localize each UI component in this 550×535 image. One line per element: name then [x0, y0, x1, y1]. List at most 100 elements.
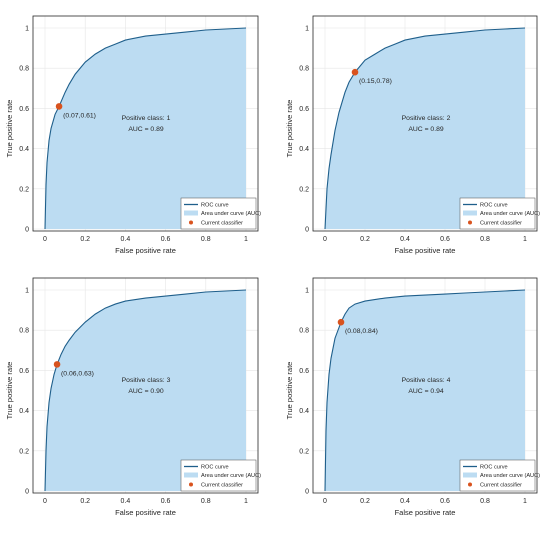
- axes-box: [312, 15, 538, 232]
- x-tick-label: 0.8: [480, 236, 490, 243]
- y-tick-label: 1: [25, 26, 29, 33]
- x-tick-label: 0.6: [161, 498, 171, 505]
- legend-roc-label: ROC curve: [201, 465, 229, 471]
- auc-annotation: AUC = 0.90: [128, 388, 164, 395]
- x-tick-label: 0.6: [440, 498, 450, 505]
- x-tick-label: 0.8: [201, 236, 211, 243]
- class-annotation: Positive class: 1: [122, 115, 171, 122]
- auc-area: [325, 290, 525, 491]
- y-tick-label: 0.2: [299, 448, 309, 455]
- y-tick-label: 1: [305, 26, 309, 33]
- y-tick-label: 0.4: [299, 146, 309, 153]
- x-axis-label: False positive rate: [115, 508, 176, 517]
- x-tick-label: 0.6: [161, 236, 171, 243]
- x-tick-label: 0: [323, 498, 327, 505]
- y-axis-label: True positive rate: [285, 362, 294, 420]
- x-tick-label: 0.2: [360, 236, 370, 243]
- y-tick-label: 0: [25, 227, 29, 234]
- x-tick-label: 0.4: [400, 498, 410, 505]
- legend-area-swatch: [463, 472, 477, 478]
- roc-panel-4: 0 0.2 0.4 0.6 0.8 1 0 0.2 0.4 0.6 0.8 1 False positi…: [285, 277, 540, 517]
- auc-area: [45, 290, 246, 491]
- legend-area-swatch: [184, 210, 198, 216]
- axes-box: [32, 15, 259, 232]
- y-axis-label: True positive rate: [5, 362, 14, 420]
- legend-point-swatch: [468, 482, 472, 487]
- roc-panel-3: 0 0.2 0.4 0.6 0.8 1 0 0.2 0.4 0.6 0.8 1 False positi…: [5, 277, 261, 517]
- x-tick-label: 1: [244, 236, 248, 243]
- x-tick-label: 0.4: [400, 236, 410, 243]
- auc-annotation: AUC = 0.89: [408, 126, 444, 133]
- y-tick-label: 0: [305, 489, 309, 496]
- x-tick-label: 0.4: [121, 236, 131, 243]
- x-tick-label: 0.2: [80, 498, 90, 505]
- legend-roc-label: ROC curve: [480, 203, 508, 209]
- y-tick-label: 0.6: [299, 368, 309, 375]
- y-tick-label: 0.2: [19, 448, 29, 455]
- legend: ROC curve Area under curve (AUC) Current c…: [459, 459, 540, 492]
- x-tick-label: 0.8: [201, 498, 211, 505]
- auc-area: [325, 28, 525, 229]
- point-label: (0.07,0.61): [63, 112, 96, 119]
- roc-curve-line: [44, 27, 247, 230]
- legend-point-swatch: [468, 220, 472, 225]
- y-axis-label: True positive rate: [5, 100, 14, 158]
- legend-area-swatch: [463, 210, 477, 216]
- auc-annotation: AUC = 0.94: [408, 388, 444, 395]
- legend-point-label: Current classifier: [480, 221, 522, 227]
- legend-point-label: Current classifier: [201, 221, 243, 227]
- legend-area-label: Area under curve (AUC): [201, 473, 261, 479]
- current-classifier-point: [53, 361, 61, 368]
- x-tick-label: 0: [43, 236, 47, 243]
- legend-point-label: Current classifier: [201, 483, 243, 489]
- x-axis-label: False positive rate: [395, 508, 456, 517]
- y-tick-label: 1: [25, 288, 29, 295]
- roc-panel-1: 0 0.2 0.4 0.6 0.8 1 0 0.2 0.4 0.6 0.8 1 False positi…: [5, 15, 261, 255]
- y-tick-label: 1: [305, 288, 309, 295]
- y-axis-label: True positive rate: [285, 100, 294, 158]
- class-annotation: Positive class: 4: [402, 377, 451, 384]
- roc-curve-line: [44, 289, 247, 492]
- auc-area: [45, 28, 246, 229]
- y-tick-label: 0.6: [19, 106, 29, 113]
- y-tick-label: 0.6: [299, 106, 309, 113]
- legend-area-label: Area under curve (AUC): [480, 473, 540, 479]
- current-classifier-point: [337, 318, 345, 326]
- legend-point-swatch: [189, 220, 193, 225]
- legend-area-swatch: [184, 472, 198, 478]
- current-classifier-point: [55, 103, 63, 110]
- x-tick-label: 0.8: [480, 498, 490, 505]
- legend-roc-label: ROC curve: [480, 465, 508, 471]
- y-tick-label: 0.6: [19, 368, 29, 375]
- class-annotation: Positive class: 3: [122, 377, 171, 384]
- y-tick-label: 0: [305, 227, 309, 234]
- y-tick-label: 0.2: [19, 186, 29, 193]
- x-tick-label: 0.6: [440, 236, 450, 243]
- class-annotation: Positive class: 2: [402, 115, 451, 122]
- y-tick-label: 0.4: [299, 408, 309, 415]
- point-label: (0.06,0.63): [61, 370, 94, 377]
- current-classifier-point: [351, 68, 359, 76]
- point-label: (0.08,0.84): [345, 328, 378, 335]
- y-tick-label: 0.8: [19, 66, 29, 73]
- y-tick-label: 0.4: [19, 146, 29, 153]
- roc-curve-line: [324, 289, 526, 492]
- x-axis-label: False positive rate: [395, 246, 456, 255]
- x-tick-label: 1: [523, 498, 527, 505]
- point-label: (0.15,0.78): [359, 78, 392, 85]
- x-tick-label: 0.4: [121, 498, 131, 505]
- y-tick-label: 0.4: [19, 408, 29, 415]
- y-tick-label: 0.8: [19, 328, 29, 335]
- legend-area-label: Area under curve (AUC): [201, 211, 261, 217]
- legend-point-label: Current classifier: [480, 483, 522, 489]
- legend-area-label: Area under curve (AUC): [480, 211, 540, 217]
- x-tick-label: 0: [43, 498, 47, 505]
- x-tick-label: 1: [244, 498, 248, 505]
- axes-box: [32, 277, 259, 494]
- x-axis-label: False positive rate: [115, 246, 176, 255]
- roc-panel-2: 0 0.2 0.4 0.6 0.8 1 0 0.2 0.4 0.6 0.8 1 False positi…: [285, 15, 540, 255]
- legend: ROC curve Area under curve (AUC) Current c…: [180, 197, 261, 230]
- x-tick-label: 0.2: [360, 498, 370, 505]
- y-tick-label: 0.8: [299, 328, 309, 335]
